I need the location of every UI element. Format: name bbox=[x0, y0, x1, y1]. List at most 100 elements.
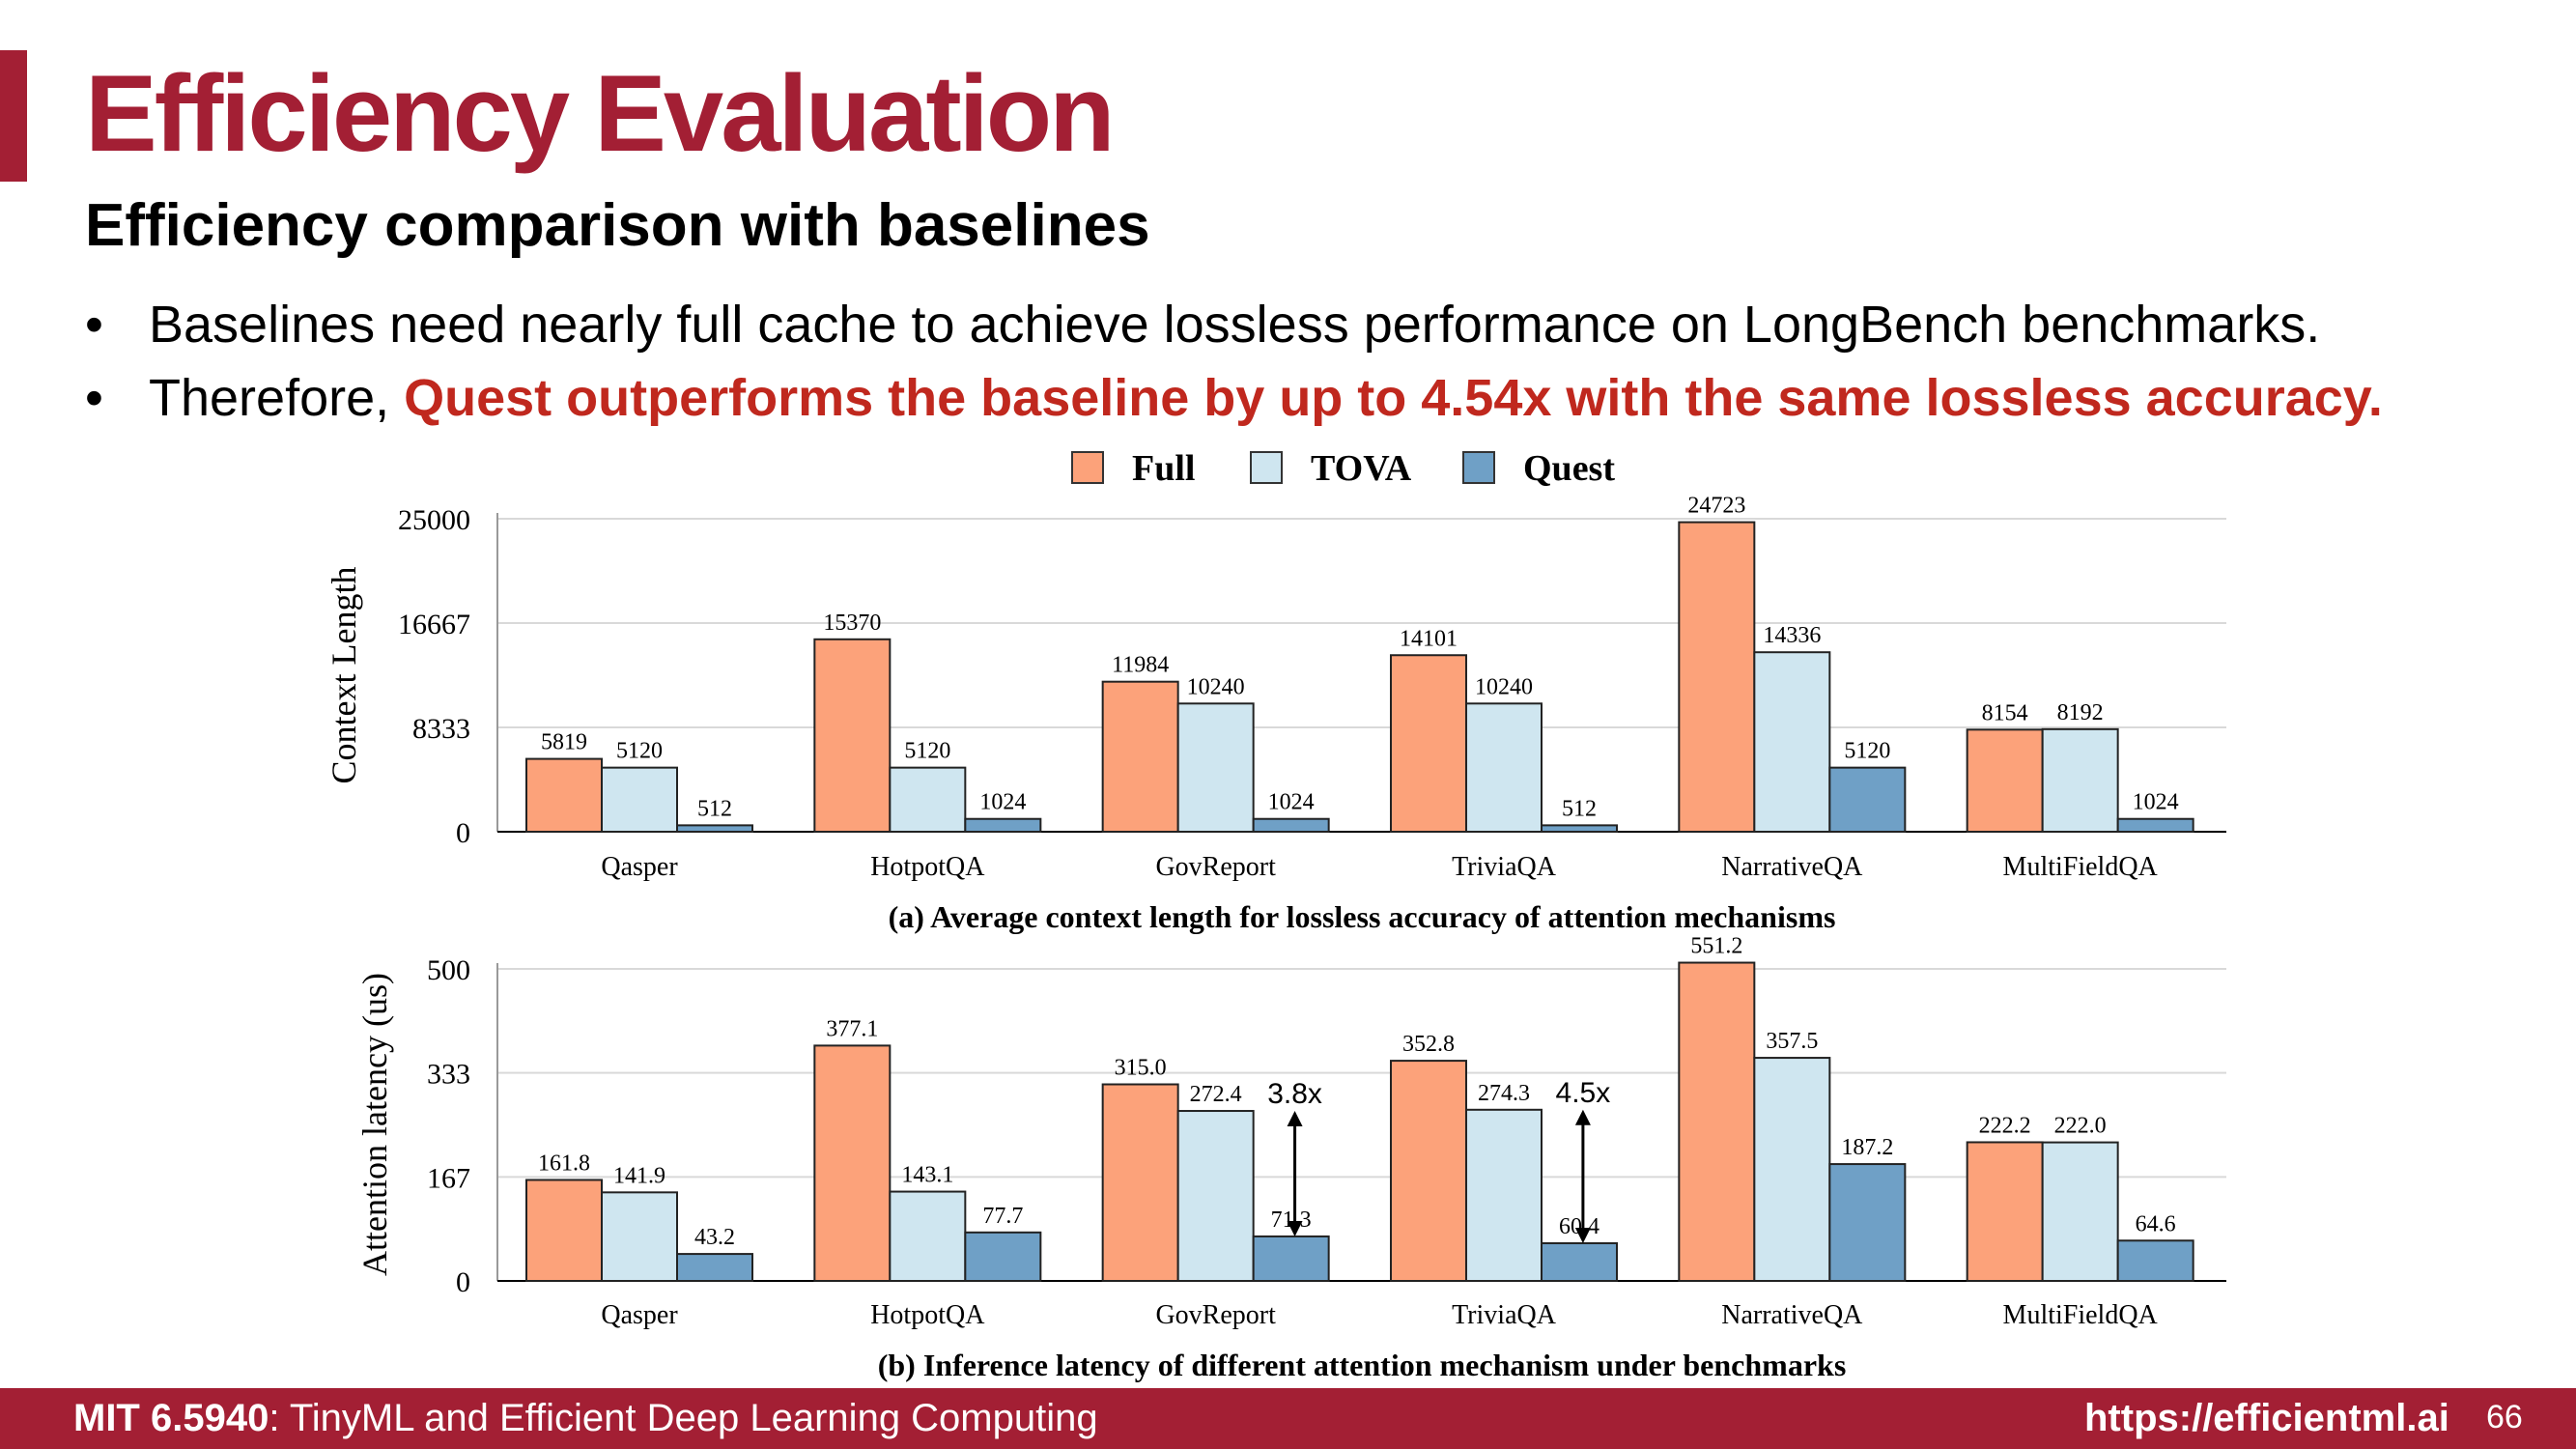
x-tick-label: NarrativeQA bbox=[1721, 1300, 1863, 1330]
bar-full-hotpotqa bbox=[813, 638, 892, 834]
data-label: 14101 bbox=[1400, 626, 1458, 651]
data-label: 141.9 bbox=[613, 1163, 665, 1188]
data-label: 222.0 bbox=[2054, 1114, 2107, 1139]
data-label: 357.5 bbox=[1766, 1029, 1818, 1054]
bullet-highlight: Quest outperforms the baseline by up to … bbox=[404, 369, 2368, 427]
data-label: 187.2 bbox=[1841, 1135, 1893, 1160]
bullet-list: • Baselines need nearly full cache to ac… bbox=[85, 288, 2383, 435]
bar-full-narrativeqa bbox=[1678, 961, 1756, 1282]
x-tick-label: GovReport bbox=[1155, 1300, 1276, 1330]
bar-full-narrativeqa bbox=[1678, 521, 1756, 833]
bar-tova-multifieldqa bbox=[2041, 727, 2119, 833]
chart-caption: (a) Average context length for lossless … bbox=[889, 899, 1836, 934]
speedup-arrow-head-down bbox=[1574, 1227, 1591, 1243]
bar-quest-hotpotqa bbox=[964, 817, 1042, 833]
bar-charts: Full TOVA Quest 0 8333 16667 25000 Context Leng… bbox=[325, 448, 2226, 1382]
bar-tova-narrativeqa bbox=[1753, 651, 1831, 833]
speedup-arrow-head-up bbox=[1287, 1111, 1303, 1127]
speedup-arrow-head-down bbox=[1287, 1220, 1303, 1236]
x-tick-label: HotpotQA bbox=[870, 1300, 985, 1330]
data-label: 315.0 bbox=[1115, 1056, 1167, 1081]
bar-tova-qasper bbox=[601, 766, 678, 833]
data-label: 1024 bbox=[979, 790, 1026, 815]
bar-quest-qasper bbox=[676, 824, 753, 834]
data-label: 8192 bbox=[2057, 700, 2104, 725]
data-label: 272.4 bbox=[1190, 1082, 1242, 1107]
bullet-text: Baselines need nearly full cache to achi… bbox=[149, 296, 2321, 354]
data-label: 10240 bbox=[1187, 674, 1245, 699]
data-label: 10240 bbox=[1475, 674, 1533, 699]
y-axis-label: Attention latency (us) bbox=[355, 973, 394, 1276]
bar-quest-hotpotqa bbox=[964, 1231, 1042, 1282]
bar-full-qasper bbox=[525, 757, 603, 833]
x-tick-label: MultiFieldQA bbox=[2003, 852, 2159, 882]
legend-swatch-quest bbox=[1462, 451, 1495, 484]
bullet-item: • Baselines need nearly full cache to ac… bbox=[85, 288, 2383, 361]
bar-quest-narrativeqa bbox=[1828, 1163, 1907, 1283]
bar-tova-qasper bbox=[601, 1191, 678, 1283]
bar-full-triviaqa bbox=[1390, 654, 1467, 833]
accent-bar bbox=[0, 50, 27, 182]
data-label: 8154 bbox=[1982, 700, 2028, 725]
data-label: 24723 bbox=[1687, 494, 1745, 519]
bar-tova-hotpotqa bbox=[889, 766, 967, 833]
data-label: 352.8 bbox=[1402, 1032, 1455, 1057]
x-tick-label: HotpotQA bbox=[870, 852, 985, 882]
data-label: 512 bbox=[1562, 796, 1597, 821]
data-label: 512 bbox=[697, 796, 732, 821]
data-label: 43.2 bbox=[694, 1225, 735, 1250]
y-tick-label: 0 bbox=[456, 817, 470, 849]
data-label: 77.7 bbox=[982, 1204, 1023, 1229]
data-label: 11984 bbox=[1112, 653, 1169, 678]
y-tick-label: 16667 bbox=[398, 609, 470, 640]
bar-tova-multifieldqa bbox=[2041, 1141, 2119, 1283]
y-tick-label: 333 bbox=[427, 1059, 470, 1091]
data-label: 1024 bbox=[1268, 790, 1315, 815]
x-tick-label: MultiFieldQA bbox=[2003, 1300, 2159, 1330]
legend-label-tova: TOVA bbox=[1311, 448, 1412, 489]
slide-title: Efficiency Evaluation bbox=[85, 53, 1116, 174]
x-tick-label: TriviaQA bbox=[1452, 1300, 1557, 1330]
y-tick-label: 500 bbox=[427, 954, 470, 986]
data-label: 5819 bbox=[541, 730, 587, 755]
bullet-prefix: Therefore, bbox=[149, 369, 405, 427]
page-number: 66 bbox=[2486, 1399, 2523, 1435]
data-label: 5120 bbox=[616, 739, 663, 764]
data-label: 222.2 bbox=[1979, 1113, 2031, 1138]
bar-tova-govreport bbox=[1176, 702, 1255, 834]
y-tick-label: 25000 bbox=[398, 504, 470, 536]
bullet-suffix: . bbox=[2367, 369, 2383, 427]
x-tick-label: Qasper bbox=[601, 852, 678, 882]
footer-url[interactable]: https://efficientml.ai bbox=[2084, 1397, 2449, 1439]
legend-swatch-tova bbox=[1250, 451, 1283, 484]
bar-quest-multifieldqa bbox=[2116, 1239, 2194, 1283]
data-label: 161.8 bbox=[538, 1151, 590, 1176]
x-tick-label: NarrativeQA bbox=[1721, 852, 1863, 882]
data-label: 377.1 bbox=[826, 1016, 878, 1041]
bar-quest-triviaqa bbox=[1541, 1241, 1618, 1282]
bar-full-qasper bbox=[525, 1179, 603, 1282]
bar-full-govreport bbox=[1101, 680, 1179, 834]
y-tick-label: 8333 bbox=[412, 713, 470, 745]
legend-label-full: Full bbox=[1132, 448, 1195, 489]
legend-swatch-full bbox=[1071, 451, 1104, 484]
footer-bar: MIT 6.5940: TinyML and Efficient Deep Le… bbox=[0, 1388, 2576, 1449]
slide-subtitle: Efficiency comparison with baselines bbox=[85, 192, 1150, 259]
speedup-label: 4.5x bbox=[1556, 1077, 1611, 1109]
x-tick-label: GovReport bbox=[1155, 852, 1276, 882]
bullet-item: • Therefore, Quest outperforms the basel… bbox=[85, 361, 2383, 435]
bar-full-multifieldqa bbox=[1966, 728, 2044, 833]
data-label: 551.2 bbox=[1690, 934, 1742, 959]
data-label: 1024 bbox=[2133, 790, 2179, 815]
data-label: 274.3 bbox=[1478, 1081, 1530, 1106]
y-tick-label: 0 bbox=[456, 1266, 470, 1298]
course-code: MIT 6.5940 bbox=[73, 1397, 269, 1439]
data-label: 5120 bbox=[904, 739, 950, 764]
data-label: 143.1 bbox=[901, 1163, 953, 1188]
data-label: 14336 bbox=[1763, 623, 1821, 648]
bar-full-govreport bbox=[1101, 1083, 1179, 1283]
bar-tova-hotpotqa bbox=[889, 1190, 967, 1282]
course-title: MIT 6.5940: TinyML and Efficient Deep Le… bbox=[73, 1397, 1098, 1440]
bar-tova-triviaqa bbox=[1465, 1108, 1543, 1283]
bar-quest-govreport bbox=[1252, 1235, 1330, 1282]
